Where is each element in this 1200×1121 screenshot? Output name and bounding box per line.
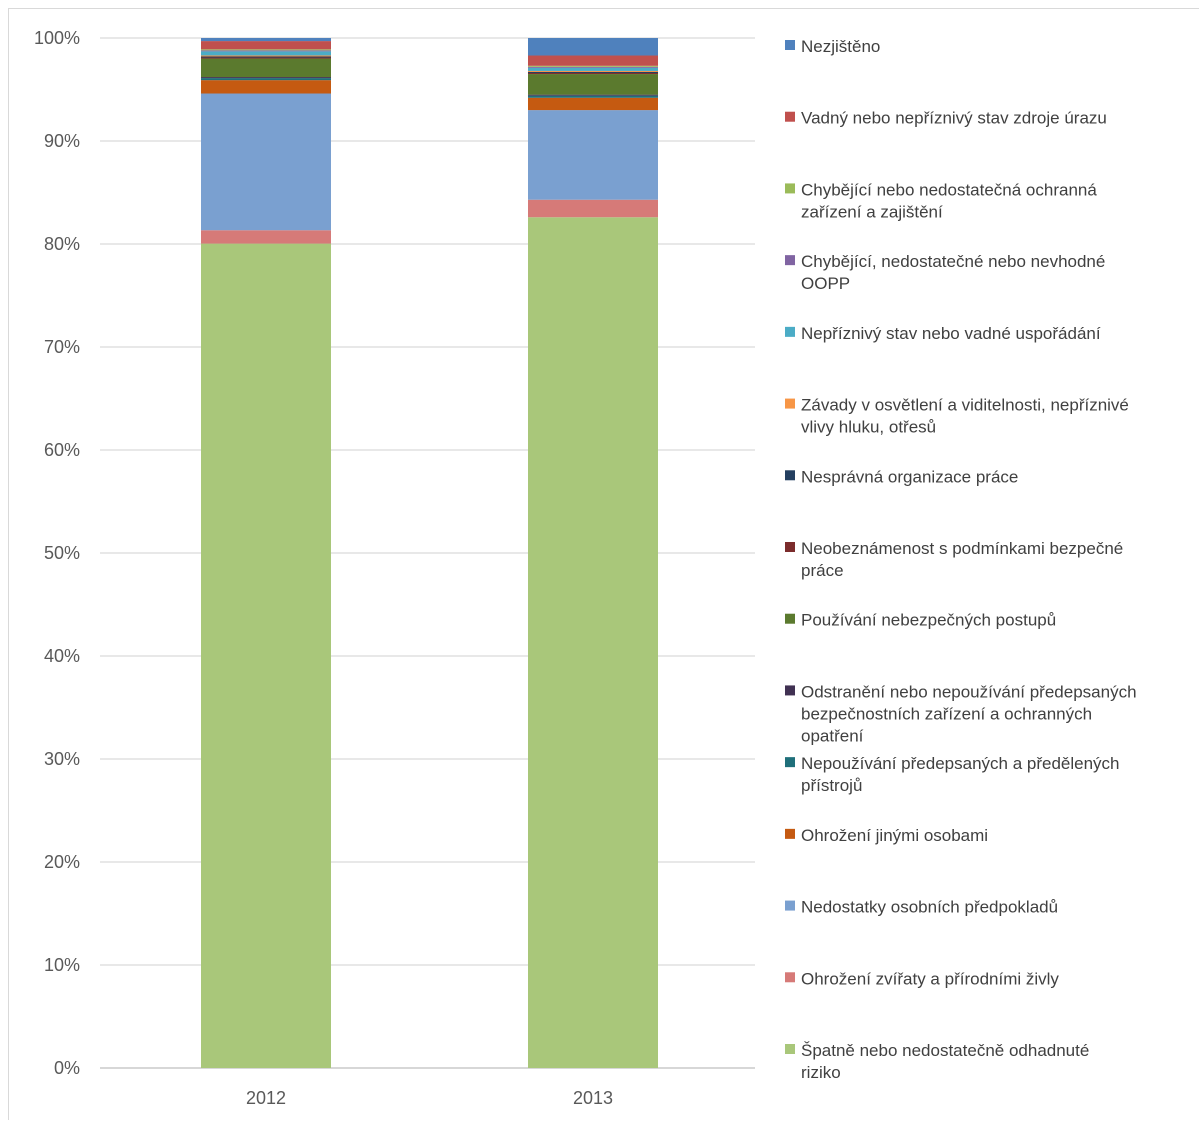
legend-label: Špatně nebo nedostatečně odhadnuté [801, 1041, 1089, 1060]
y-tick-label: 50% [44, 543, 80, 563]
y-tick-label: 40% [44, 646, 80, 666]
bar-segment [201, 80, 331, 94]
legend-label: Nepříznivý stav nebo vadné uspořádání [801, 324, 1101, 343]
bar-segment [528, 67, 658, 71]
legend-label: Nezjištěno [801, 37, 880, 56]
bar-segment [528, 74, 658, 95]
legend-swatch [785, 613, 795, 624]
bar-segment [528, 95, 658, 98]
bar-segment [528, 97, 658, 111]
legend-label: Nesprávná organizace práce [801, 467, 1018, 486]
bar-segment [528, 94, 658, 96]
legend-swatch [785, 542, 795, 552]
bar-segment [201, 51, 331, 56]
legend-label: riziko [801, 1063, 841, 1082]
legend-label: práce [801, 561, 844, 580]
legend-label: Vadný nebo nepříznivý stav zdroje úrazu [801, 109, 1107, 128]
legend-label: Nepoužívání předepsaných a předělených [801, 754, 1120, 773]
bar-segment [201, 49, 331, 51]
bar-segment [528, 71, 658, 74]
bar-segment [201, 243, 331, 1069]
y-tick-label: 70% [44, 337, 80, 357]
legend-swatch [785, 685, 795, 696]
legend-swatch [785, 111, 795, 122]
bar-segment [528, 110, 658, 200]
bar-segment [201, 93, 331, 231]
y-tick-label: 80% [44, 234, 80, 254]
bar-segment [201, 57, 331, 59]
legend-swatch [785, 900, 795, 911]
bar-segment [528, 73, 658, 75]
x-axis-ticks: 2012 2013 [246, 1088, 613, 1108]
legend-swatch [785, 398, 795, 409]
legend-label: opatření [801, 726, 864, 745]
x-tick-label: 2012 [246, 1088, 286, 1108]
bar-segment [201, 50, 331, 52]
legend-swatch [785, 255, 795, 266]
legend-label: bezpečnostních zařízení a ochranných [801, 704, 1092, 723]
bar-segment [201, 38, 331, 42]
legend-swatch [785, 828, 795, 839]
legend-swatch [785, 972, 795, 983]
legend-label: vlivy hluku, otřesů [801, 418, 936, 437]
bar-segment [528, 217, 658, 1069]
bar-segment [528, 199, 658, 218]
legend-swatch [785, 40, 795, 50]
y-tick-label: 30% [44, 749, 80, 769]
legend-label: Chybějící, nedostatečné nebo nevhodné [801, 252, 1105, 271]
legend-label: Používání nebezpečných postupů [801, 611, 1056, 630]
legend-label: Ohrožení jinými osobami [801, 826, 988, 845]
y-tick-label: 60% [44, 440, 80, 460]
bar-segment [201, 77, 331, 79]
y-tick-label: 20% [44, 852, 80, 872]
bar-segment [201, 230, 331, 244]
bar-segment [528, 70, 658, 72]
y-tick-label: 0% [54, 1058, 80, 1078]
legend-label: Nedostatky osobních předpokladů [801, 898, 1058, 917]
legend-label: Ohrožení zvířaty a přírodními živly [801, 969, 1059, 988]
legend-swatch [785, 470, 795, 481]
legend-label: Chybějící nebo nedostatečná ochranná [801, 180, 1097, 199]
y-tick-label: 90% [44, 131, 80, 151]
y-tick-label: 100% [34, 28, 80, 48]
bar-segment [528, 65, 658, 67]
y-tick-label: 10% [44, 955, 80, 975]
bar-segment [201, 55, 331, 57]
chart-frame [8, 8, 1199, 1120]
bar-segment [201, 41, 331, 50]
legend-swatch [785, 1044, 795, 1054]
legend-label: OOPP [801, 274, 850, 293]
legend-swatch [785, 183, 795, 194]
bar-segment [528, 38, 658, 56]
bars [201, 38, 658, 1069]
bar-segment [528, 55, 658, 66]
legend-label: Neobeznámenost s podmínkami bezpečné [801, 539, 1123, 558]
legend-label: zařízení a zajištění [801, 202, 943, 221]
legend-label: přístrojů [801, 776, 862, 795]
legend-label: Závady v osvětlení a viditelnosti, nepří… [801, 396, 1129, 415]
bar-segment [201, 56, 331, 58]
bar-segment [201, 78, 331, 81]
bar-segment [201, 58, 331, 78]
bar-segment [528, 66, 658, 68]
legend-swatch [785, 757, 795, 768]
y-axis-ticks: 0% 10% 20% 30% 40% 50% 60% 70% 80% 90% 100% [34, 28, 80, 1078]
legend-label: Odstranění nebo nepoužívání předepsaných [801, 682, 1137, 701]
x-tick-label: 2013 [573, 1088, 613, 1108]
legend-swatch [785, 326, 795, 337]
legend: Nezjištěno Vadný nebo nepříznivý stav zdr… [785, 37, 1137, 1082]
